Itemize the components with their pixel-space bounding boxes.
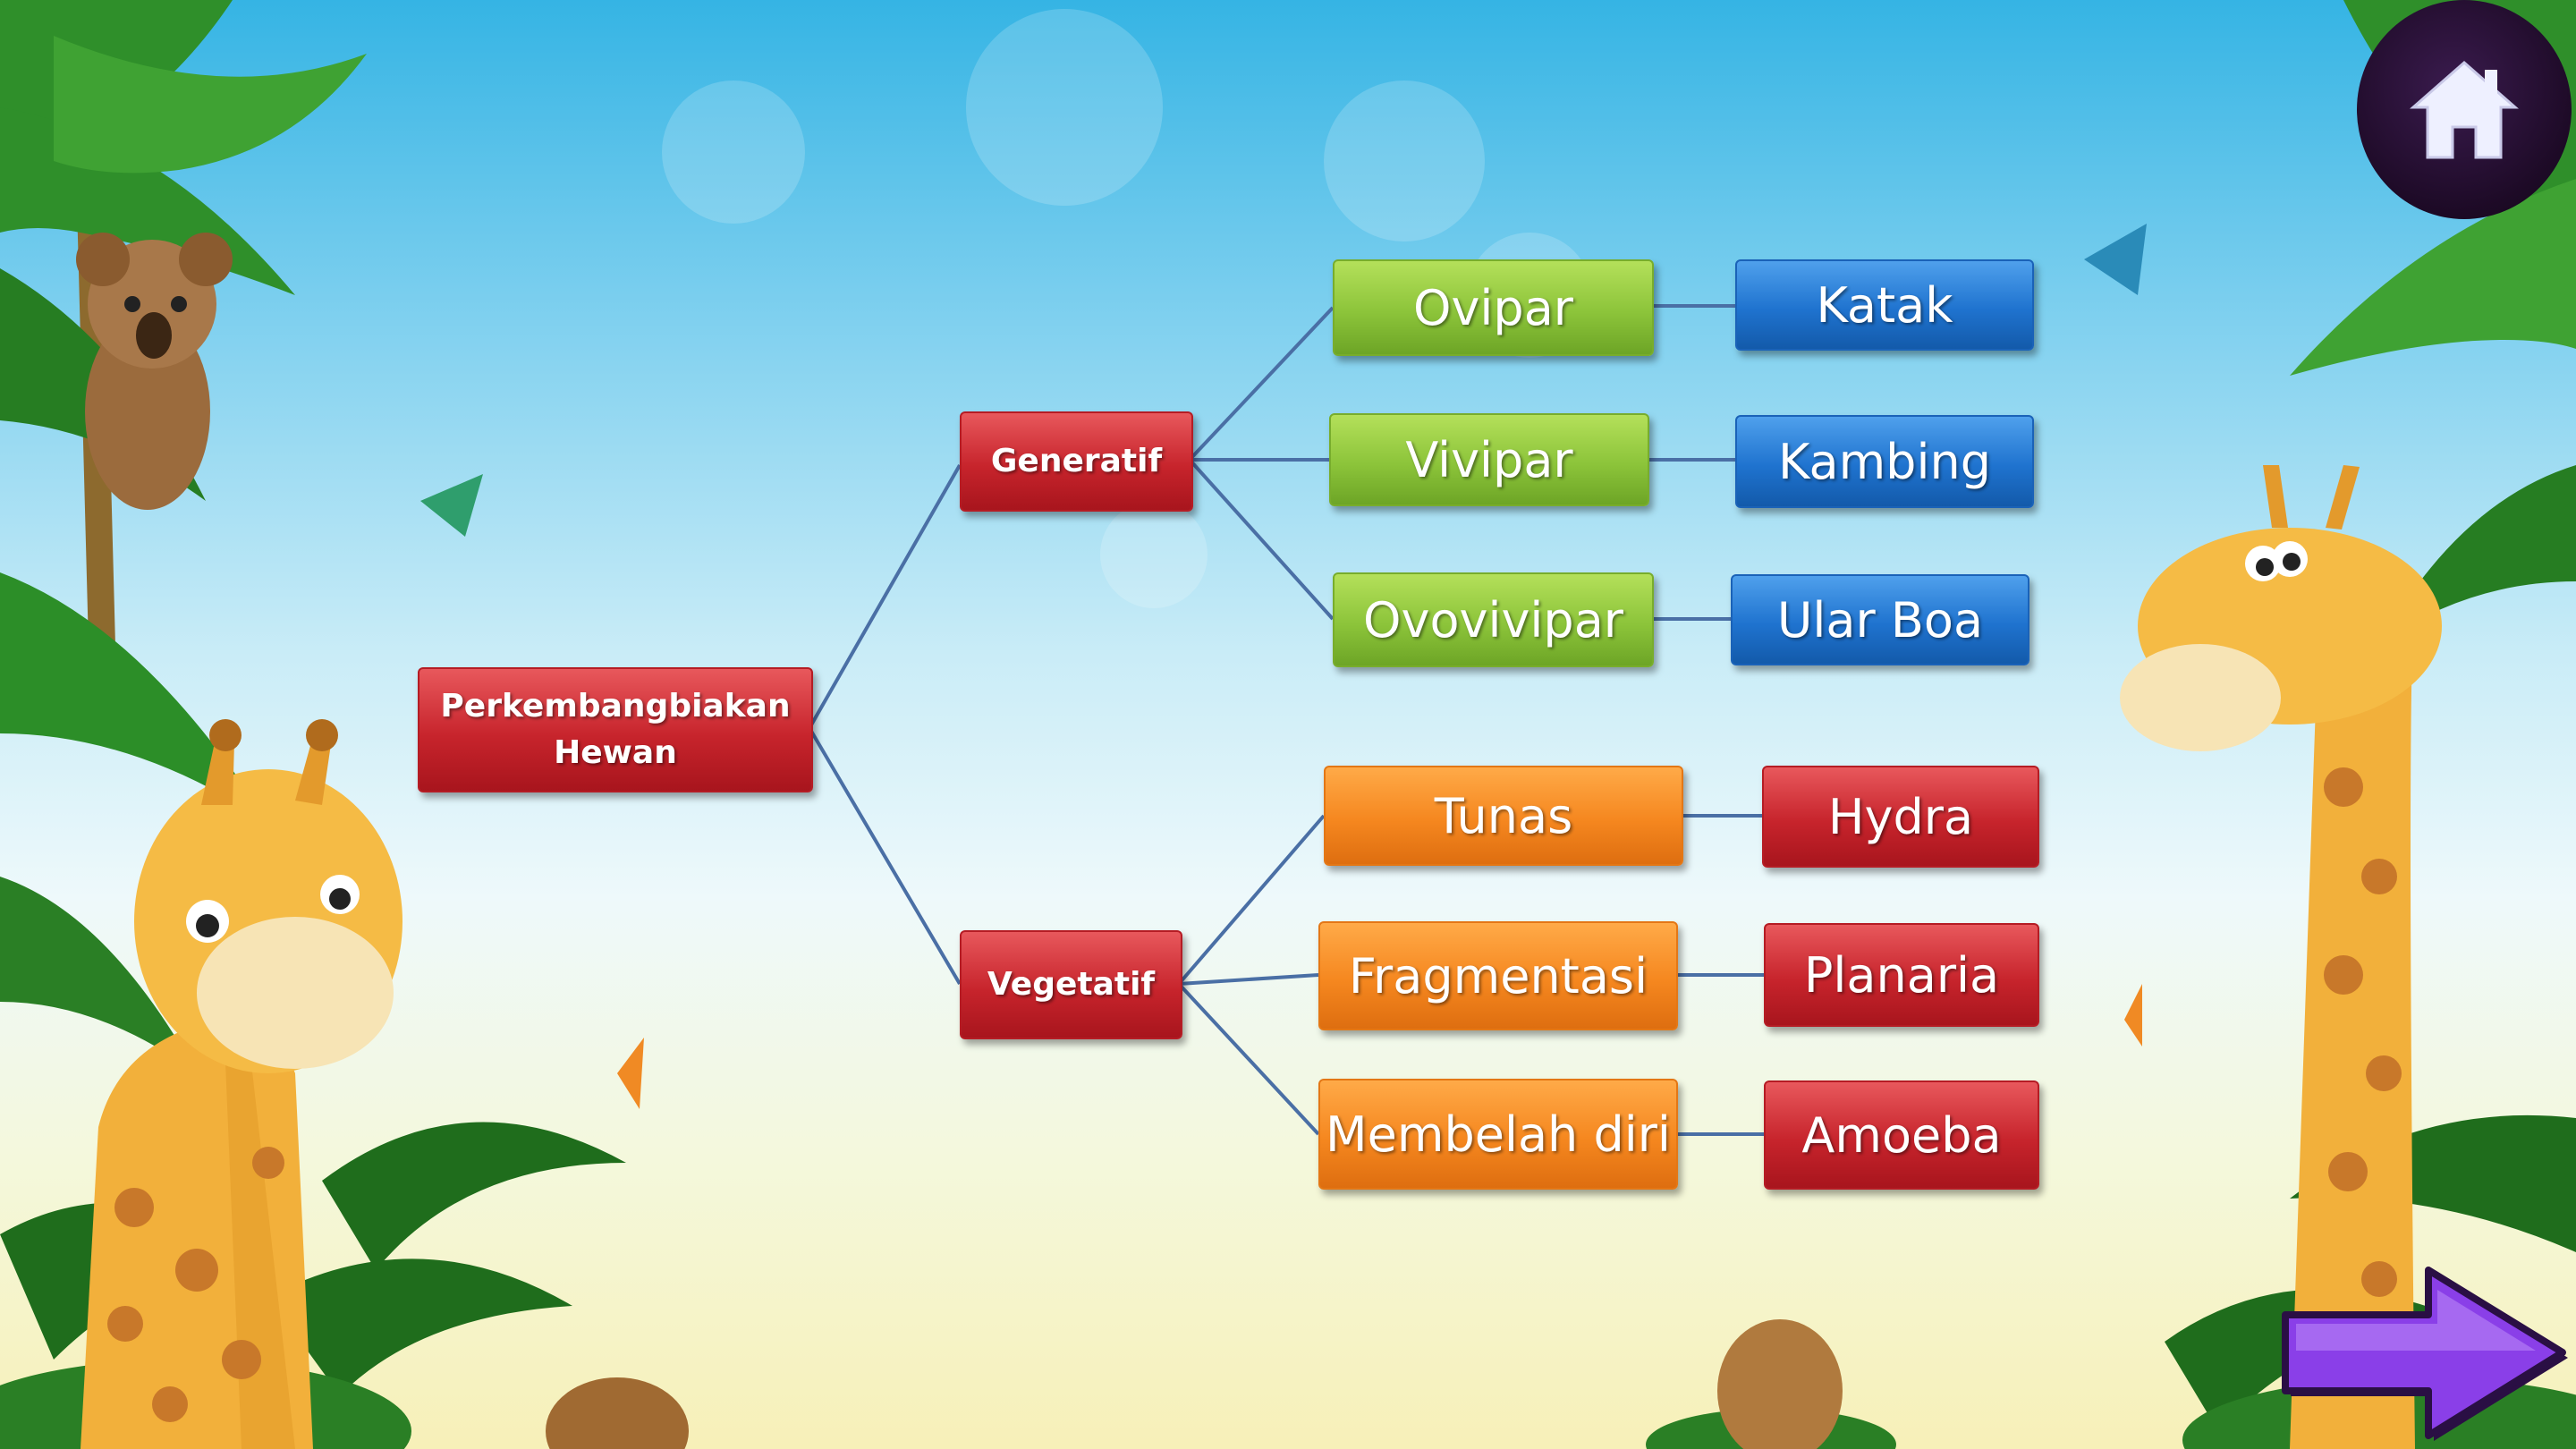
example-label: Planaria — [1803, 946, 2000, 1004]
type-node-ovipar: Ovipar — [1333, 259, 1654, 356]
arrow-right-icon — [2282, 1267, 2568, 1441]
type-label: Membelah diri — [1326, 1106, 1671, 1163]
example-node-planaria: Planaria — [1764, 923, 2039, 1027]
next-button[interactable] — [2276, 1261, 2572, 1445]
example-label: Katak — [1816, 276, 1953, 334]
example-label: Amoeba — [1801, 1106, 2002, 1164]
type-label: Fragmentasi — [1348, 947, 1648, 1004]
root-node-label: Perkembangbiakan Hewan — [440, 688, 791, 771]
branch-node-vegetatif: Vegetatif — [960, 930, 1182, 1039]
type-node-vivipar: Vivipar — [1329, 413, 1649, 506]
example-node-kambing: Kambing — [1735, 415, 2034, 508]
example-label: Hydra — [1827, 788, 1974, 845]
example-node-katak: Katak — [1735, 259, 2034, 351]
type-node-fragmentasi: Fragmentasi — [1318, 921, 1678, 1030]
home-icon — [2410, 60, 2519, 158]
type-label: Ovovivipar — [1363, 591, 1623, 648]
type-label: Ovipar — [1412, 279, 1574, 336]
type-node-ovovivipar: Ovovivipar — [1333, 572, 1654, 667]
type-node-tunas: Tunas — [1324, 766, 1683, 866]
example-label: Kambing — [1778, 433, 1991, 490]
branch-label-generatif: Generatif — [990, 443, 1163, 479]
type-node-membelah-diri: Membelah diri — [1318, 1079, 1678, 1190]
branch-node-generatif: Generatif — [960, 411, 1193, 512]
example-node-ular-boa: Ular Boa — [1731, 574, 2029, 665]
example-label: Ular Boa — [1776, 591, 1984, 648]
type-label: Vivipar — [1405, 431, 1573, 488]
type-label: Tunas — [1434, 787, 1573, 844]
example-node-hydra: Hydra — [1762, 766, 2039, 868]
root-node: Perkembangbiakan Hewan — [418, 667, 813, 792]
home-button[interactable] — [2357, 0, 2572, 219]
example-node-amoeba: Amoeba — [1764, 1080, 2039, 1190]
branch-label-vegetatif: Vegetatif — [987, 966, 1156, 1003]
